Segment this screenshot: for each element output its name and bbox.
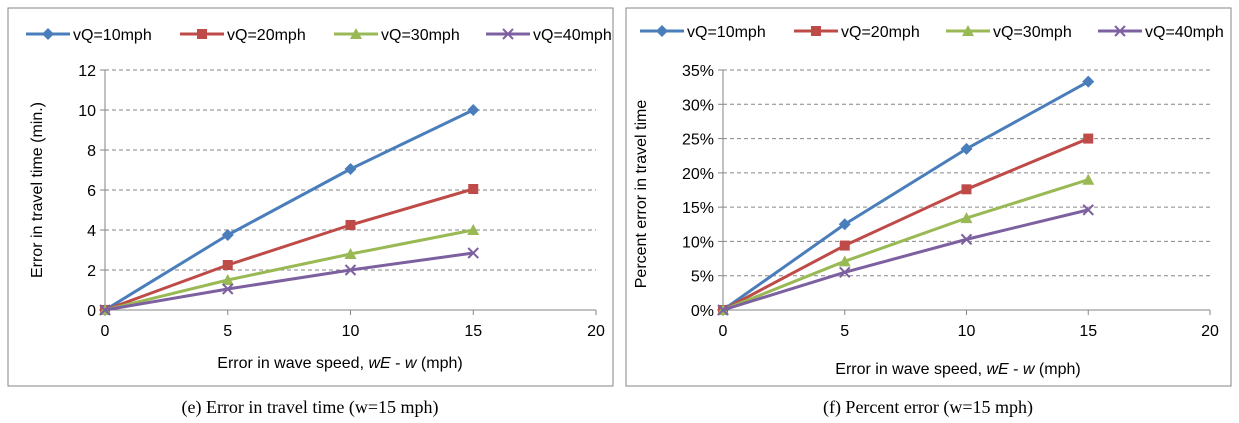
data-point-vQ=40mph [960,233,973,246]
chart-f-series [717,75,1095,316]
chart-f-axes [718,69,1211,315]
chart-e-x-tick-labels: 0 5 10 15 20 [101,323,605,340]
data-point-vQ=30mph [838,255,851,267]
chart-f-y-axis-label: Percent error in travel time [633,100,650,289]
y-tick-label: 30% [682,97,714,114]
data-point-vQ=40mph [99,304,111,316]
x-tick-label: 0 [719,323,728,340]
y-tick-label: 25% [682,132,714,149]
legend-marker-vQ=40mph [1114,25,1126,37]
legend-label-vQ=10mph: vQ=10mph [687,24,766,41]
legend-marker-vQ=10mph [42,28,54,40]
legend-label-vQ=40mph: vQ=40mph [1145,24,1224,41]
legend-label-vQ=10mph: vQ=10mph [73,27,152,44]
y-tick-label: 10 [78,103,96,120]
data-point-vQ=20mph [839,240,850,251]
data-point-vQ=10mph [960,142,973,155]
chart-f: 0% 5% 10% 15% 20% 25% 30% 35% 0 5 10 15 20 vQ=10mph… [625,7,1232,387]
series-line-vQ=30mph [104,228,474,312]
caption-f: (f) Percent error (w=15 mph) [823,397,1033,418]
data-point-vQ=10mph [838,218,851,231]
chart-f-x-axis-label: Error in wave speed, wE - w (mph) [835,361,1080,378]
legend-label-vQ=20mph: vQ=20mph [227,27,306,44]
data-point-vQ=10mph [344,163,357,175]
y-tick-label: 4 [87,223,96,240]
data-point-vQ=20mph [468,184,479,194]
y-tick-label: 35% [682,63,714,80]
y-tick-label: 5% [691,269,714,286]
chart-e-y-tick-labels: 0 2 4 6 8 10 12 [78,63,96,320]
legend-label-vQ=30mph: vQ=30mph [993,24,1072,41]
x-tick-label: 5 [840,323,849,340]
x-tick-label: 20 [587,323,605,340]
chart-e-frame [7,7,614,387]
chart-f-legend: vQ=10mph vQ=20mph vQ=30mph vQ=40mph [640,24,1224,41]
chart-e: 0 2 4 6 8 10 12 0 5 10 15 20 vQ=10mph vQ=20mph vQ=30… [7,7,614,387]
series-line-vQ=40mph [104,251,474,312]
y-tick-label: 8 [87,143,96,160]
legend-marker-vQ=20mph [197,29,207,39]
legend-marker-vQ=40mph [502,28,514,40]
chart-f-y-tick-labels: 0% 5% 10% 15% 20% 25% 30% 35% [682,63,714,320]
data-point-vQ=30mph [344,248,357,259]
y-tick-label: 12 [78,63,96,80]
series-line-vQ=40mph [722,208,1089,312]
legend-label-vQ=30mph: vQ=30mph [381,27,460,44]
data-point-vQ=10mph [221,229,234,241]
chart-e-series [99,104,480,316]
data-point-vQ=20mph [1083,133,1094,144]
legend-marker-vQ=30mph [350,28,362,39]
series-line-vQ=20mph [104,187,474,312]
legend-marker-vQ=10mph [656,25,668,37]
y-tick-label: 0 [87,303,96,320]
chart-e-x-axis-label: Error in wave speed, wE - w (mph) [217,355,462,372]
y-tick-label: 10% [682,234,714,251]
x-tick-label: 10 [958,323,976,340]
x-tick-label: 10 [342,323,360,340]
data-point-vQ=10mph [467,104,480,116]
legend-label-vQ=20mph: vQ=20mph [841,24,920,41]
data-point-vQ=20mph [345,220,356,230]
y-tick-label: 6 [87,183,96,200]
series-line-vQ=30mph [722,178,1089,312]
data-point-vQ=40mph [467,247,479,259]
chart-f-x-tick-labels: 0 5 10 15 20 [719,323,1219,340]
data-point-vQ=40mph [717,304,729,316]
x-tick-label: 15 [1079,323,1097,340]
data-point-vQ=40mph [1082,204,1094,216]
x-tick-label: 15 [464,323,482,340]
series-line-vQ=10mph [104,108,474,312]
y-tick-label: 0% [691,303,714,320]
legend-marker-vQ=30mph [962,25,974,36]
data-point-vQ=40mph [344,264,357,276]
chart-e-legend: vQ=10mph vQ=20mph vQ=30mph vQ=40mph [26,27,612,44]
legend-marker-vQ=20mph [811,26,821,36]
caption-e: (e) Error in travel time (w=15 mph) [181,397,438,418]
chart-e-y-axis-label: Error in travel time (min.) [29,102,46,278]
legend-label-vQ=40mph: vQ=40mph [533,27,612,44]
data-point-vQ=30mph [221,274,234,285]
chart-f-frame [625,7,1232,387]
y-tick-label: 20% [682,166,714,183]
y-tick-label: 2 [87,263,96,280]
data-point-vQ=30mph [960,212,973,224]
series-line-vQ=20mph [722,137,1089,312]
data-point-vQ=20mph [961,184,972,195]
x-tick-label: 0 [101,323,110,340]
data-point-vQ=30mph [1082,173,1095,185]
series-line-vQ=10mph [722,80,1089,312]
data-point-vQ=40mph [222,283,234,295]
x-tick-label: 5 [223,323,232,340]
data-point-vQ=30mph [467,224,480,235]
data-point-vQ=40mph [839,266,851,278]
data-point-vQ=20mph [222,260,233,270]
y-tick-label: 15% [682,200,714,217]
data-point-vQ=10mph [1082,75,1095,88]
x-tick-label: 20 [1201,323,1219,340]
